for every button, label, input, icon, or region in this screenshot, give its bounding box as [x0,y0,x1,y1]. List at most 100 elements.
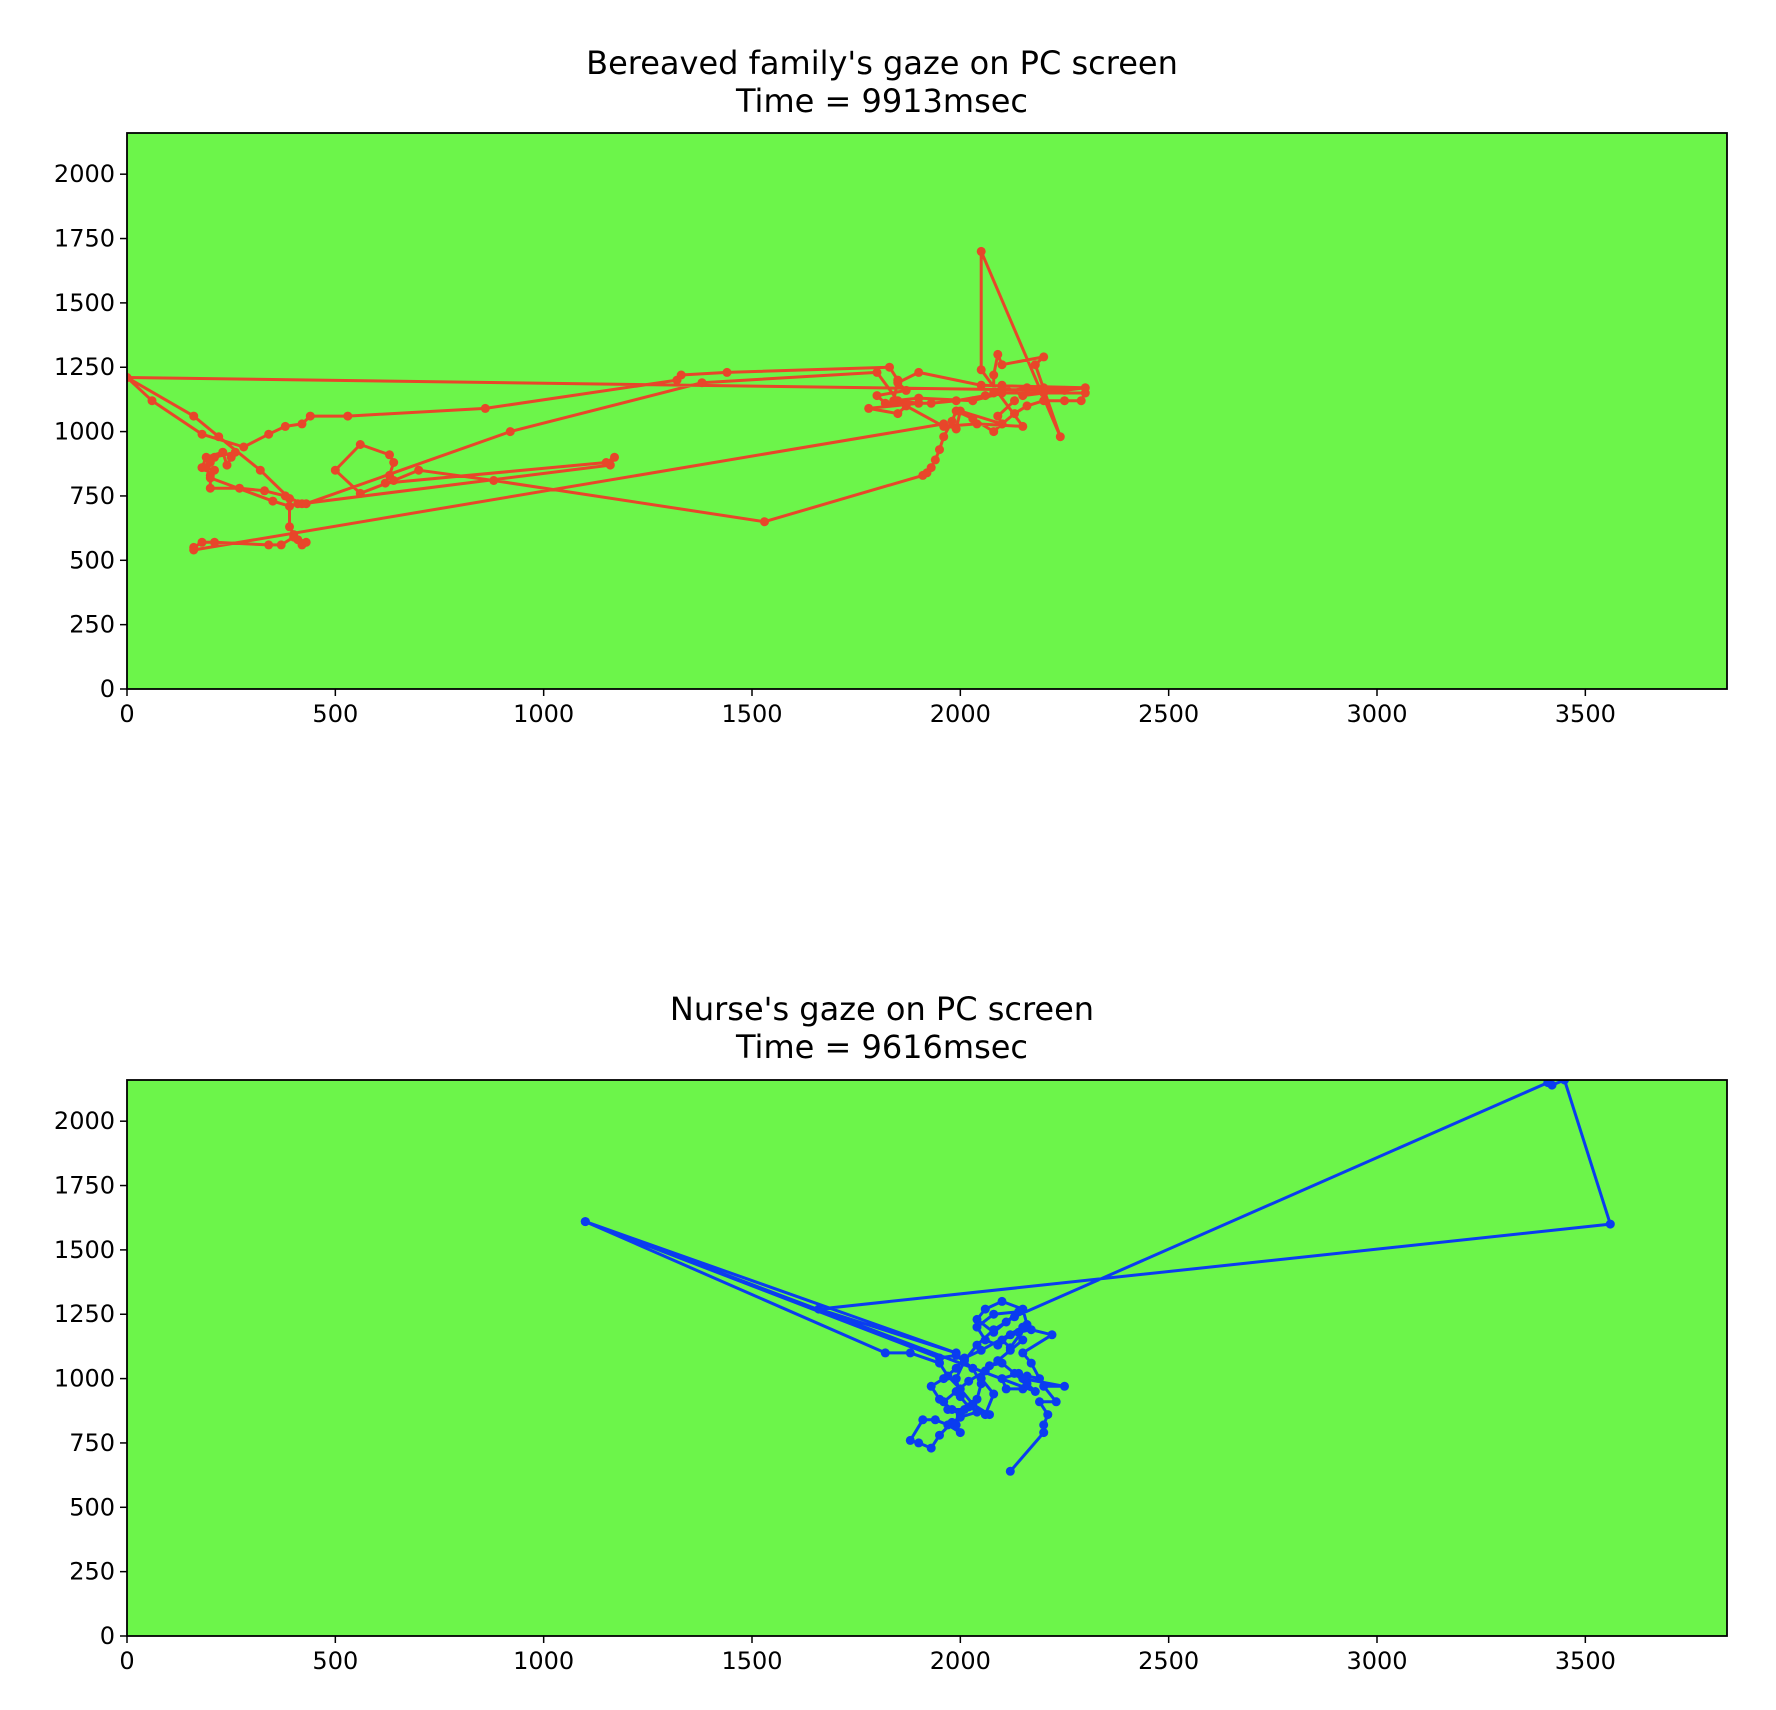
gaze-point [976,365,986,375]
gaze-point [760,517,769,527]
gaze-point [1560,1080,1569,1085]
gaze-point [951,1363,961,1373]
gaze-point [1039,352,1049,362]
gaze-point [997,360,1007,370]
y-tick-label: 1250 [54,1300,115,1328]
gaze-point [301,499,311,509]
gaze-point [1060,385,1069,395]
gaze-point [1018,391,1028,401]
gaze-point [385,470,394,480]
y-tick-label: 500 [69,546,115,574]
x-tick-label: 0 [119,1647,134,1675]
y-tick-label: 2000 [54,1107,115,1135]
gaze-point [989,1325,999,1335]
y-tick-label: 1000 [54,1365,115,1393]
gaze-point [997,388,1007,398]
chart-title: Nurse's gaze on PC screen [670,990,1094,1028]
gaze-trace-bereaved [127,246,1090,555]
x-tick-label: 2000 [930,1647,991,1675]
gaze-point [1010,409,1019,419]
gaze-point [914,1438,924,1448]
gaze-point [1001,1384,1011,1394]
gaze-point [901,401,911,411]
gaze-point [1039,1381,1049,1391]
gaze-point [218,447,228,457]
x-tick-label: 1000 [513,700,574,728]
gaze-point [976,246,986,256]
gaze-point [980,1366,990,1376]
gaze-point [610,452,619,462]
gaze-point [1051,1397,1061,1407]
gaze-point [951,1350,961,1360]
gaze-point [993,1340,1003,1350]
gaze-point [293,499,303,509]
y-tick-label: 2000 [54,160,115,188]
gaze-point [301,537,311,547]
gaze-point [960,1356,969,1366]
subplot-bereaved: Bereaved family's gaze on PC screen Time… [54,44,1728,728]
gaze-point [230,447,240,457]
y-axis: 0 250 500 750 1000 1250 1500 1750 2000 [54,1107,127,1650]
gaze-point [1022,383,1032,393]
gaze-point [1039,1428,1049,1438]
gaze-point [989,388,999,398]
gaze-point [297,419,307,429]
gaze-point [697,378,707,388]
gaze-point [1605,1219,1615,1229]
gaze-point [197,429,207,439]
gaze-point [1026,1358,1036,1368]
gaze-point [1010,396,1019,406]
gaze-point [972,1407,982,1417]
gaze-point [280,421,290,431]
gaze-point [951,1374,961,1384]
gaze-point [939,432,949,442]
x-tick-label: 0 [119,700,134,728]
gaze-point [997,1296,1007,1306]
gaze-point [127,373,132,382]
gaze-point [480,403,490,413]
gaze-point [926,1443,936,1453]
y-axis: 0 250 500 750 1000 1250 1500 1750 2000 [54,160,127,703]
gaze-point [947,1417,957,1427]
gaze-point [918,1415,928,1425]
gaze-point [239,442,249,452]
gaze-point [343,411,353,421]
gaze-point [905,1435,915,1445]
gaze-point [1010,1312,1019,1322]
plot-area [127,133,1727,689]
gaze-point [989,427,999,437]
gaze-point [385,450,394,460]
gaze-point [880,398,890,408]
gaze-point [905,1348,915,1358]
y-tick-label: 750 [69,482,115,510]
gaze-point [880,1348,890,1358]
gaze-point [255,465,265,475]
x-tick-label: 1500 [721,700,782,728]
gaze-point [930,1415,940,1425]
gaze-point [214,432,224,442]
gaze-point [1039,383,1049,393]
x-tick-label: 3000 [1346,700,1407,728]
gaze-point [980,1335,990,1345]
gaze-point [1018,1335,1028,1345]
gaze-point [197,537,207,547]
y-tick-label: 1250 [54,353,115,381]
gaze-point [1543,1080,1553,1088]
gaze-point [1060,1381,1069,1391]
x-tick-label: 2500 [1138,700,1199,728]
gaze-point [914,367,924,377]
x-tick-label: 1000 [513,1647,574,1675]
gaze-point [1018,421,1028,431]
chart-subtitle: Time = 9913msec [735,82,1028,120]
y-tick-label: 1750 [54,225,115,253]
gaze-point [276,540,286,550]
gaze-point [989,1309,999,1319]
gaze-point [676,370,686,380]
gaze-point [210,465,219,475]
x-tick-label: 2500 [1138,1647,1199,1675]
gaze-point [976,380,986,390]
gaze-point [935,1430,944,1440]
gaze-point [1060,396,1069,406]
gaze-point [1039,396,1049,406]
gaze-point [993,1356,1003,1366]
